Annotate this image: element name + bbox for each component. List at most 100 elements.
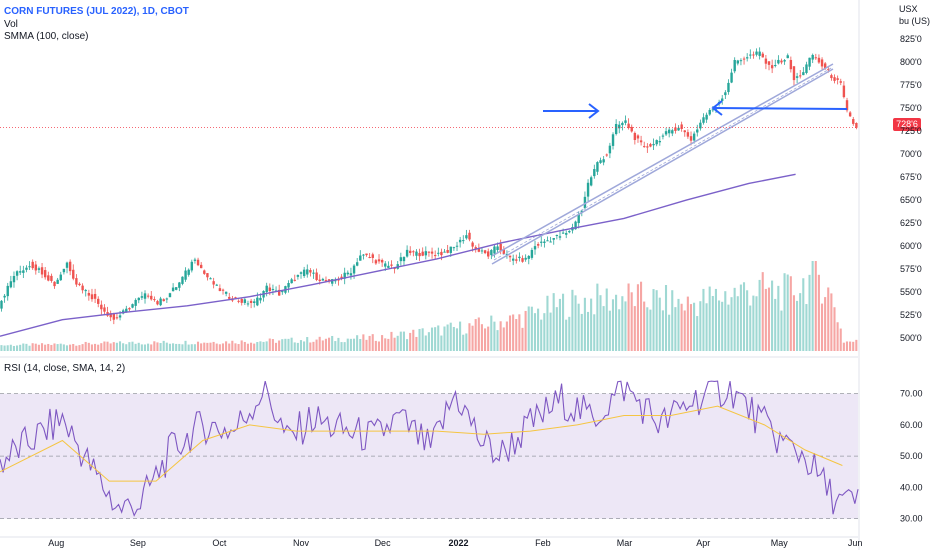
volume-bar bbox=[184, 340, 187, 351]
volume-bar bbox=[427, 332, 430, 351]
volume-bar bbox=[221, 343, 225, 351]
candle-body bbox=[558, 236, 562, 238]
volume-bar bbox=[465, 333, 468, 351]
volume-bar bbox=[225, 341, 228, 351]
volume-bar bbox=[771, 280, 774, 351]
volume-bar bbox=[543, 313, 546, 351]
volume-bar bbox=[50, 344, 53, 351]
candle-body bbox=[764, 58, 768, 64]
volume-bar bbox=[349, 338, 352, 351]
volume-bar bbox=[627, 283, 630, 351]
candle-body bbox=[203, 270, 206, 274]
volume-bar bbox=[271, 339, 274, 351]
candle-body bbox=[318, 279, 321, 282]
candle-body bbox=[633, 132, 637, 141]
volume-bar bbox=[384, 338, 387, 351]
candle-body bbox=[721, 98, 724, 101]
time-tick-label: Nov bbox=[293, 538, 310, 548]
volume-bar bbox=[215, 343, 218, 351]
candle-body bbox=[540, 241, 543, 243]
volume-bar bbox=[693, 302, 696, 351]
candle-body bbox=[37, 268, 41, 270]
candle-body bbox=[125, 308, 128, 313]
volume-bar bbox=[134, 343, 137, 351]
price-tick-label: 600'0 bbox=[900, 241, 922, 251]
volume-bar bbox=[90, 344, 93, 351]
volume-bar bbox=[393, 337, 396, 351]
volume-bar bbox=[334, 341, 337, 351]
time-tick-label: Dec bbox=[375, 538, 392, 548]
volume-bar bbox=[643, 301, 646, 351]
volume-bar bbox=[147, 343, 150, 351]
volume-bar bbox=[19, 344, 22, 351]
price-tick-label: 700'0 bbox=[900, 149, 922, 159]
volume-bar bbox=[480, 324, 483, 351]
unit-label: bu (US) bbox=[899, 16, 931, 26]
candle-body bbox=[75, 278, 78, 285]
volume-bar bbox=[724, 291, 727, 351]
volume-bar bbox=[508, 315, 512, 351]
candle-body bbox=[487, 251, 490, 257]
candle-body bbox=[47, 275, 50, 281]
candle-body bbox=[605, 154, 608, 156]
volume-bar bbox=[808, 274, 811, 351]
candle-body bbox=[84, 290, 87, 292]
volume-bar bbox=[156, 342, 159, 351]
candle-body bbox=[150, 295, 153, 300]
volume-bar bbox=[424, 335, 427, 351]
candle-body bbox=[221, 289, 225, 291]
volume-bar bbox=[774, 298, 777, 351]
volume-bar bbox=[162, 340, 165, 351]
volume-bar bbox=[387, 338, 390, 351]
candle-body bbox=[820, 59, 824, 67]
candle-body bbox=[355, 262, 359, 266]
volume-bar bbox=[746, 290, 749, 351]
candle-body bbox=[758, 51, 761, 56]
candle-body bbox=[240, 299, 243, 303]
candle-body bbox=[752, 54, 755, 56]
candle-body bbox=[608, 145, 612, 154]
time-tick-label: Feb bbox=[535, 538, 551, 548]
volume-bar bbox=[549, 312, 552, 351]
candle-body bbox=[324, 280, 328, 282]
candle-body bbox=[277, 289, 281, 296]
volume-bar bbox=[340, 342, 343, 351]
candle-body bbox=[402, 257, 406, 262]
volume-bar bbox=[190, 344, 193, 351]
volume-bar bbox=[193, 344, 196, 351]
candle-body bbox=[739, 60, 743, 62]
candle-body bbox=[93, 293, 97, 299]
candle-body bbox=[583, 196, 587, 209]
candle-body bbox=[490, 250, 493, 256]
candle-body bbox=[521, 258, 524, 262]
volume-bar bbox=[568, 316, 571, 351]
volume-bar bbox=[65, 345, 69, 351]
candle-body bbox=[823, 63, 827, 69]
price-tick-label: 675'0 bbox=[900, 172, 922, 182]
candle-body bbox=[580, 210, 584, 213]
volume-bar bbox=[786, 274, 789, 351]
candle-body bbox=[384, 263, 387, 267]
volume-bar bbox=[852, 341, 855, 351]
volume-bar bbox=[118, 341, 122, 351]
candle-body bbox=[493, 246, 496, 254]
price-tick-label: 825'0 bbox=[900, 34, 922, 44]
candle-body bbox=[727, 82, 730, 93]
volume-bar bbox=[75, 345, 78, 351]
volume-bar bbox=[165, 342, 168, 351]
candle-body bbox=[246, 303, 250, 305]
volume-bar bbox=[849, 341, 852, 351]
candle-body bbox=[480, 250, 484, 252]
candle-body bbox=[293, 279, 296, 281]
volume-bar bbox=[9, 344, 12, 351]
candle-body bbox=[312, 272, 315, 274]
volume-bar bbox=[493, 321, 496, 351]
candle-body bbox=[81, 285, 84, 291]
volume-bar bbox=[100, 343, 103, 351]
rsi-line bbox=[0, 380, 859, 517]
right-arrow-head bbox=[588, 103, 600, 119]
candle-body bbox=[477, 248, 481, 252]
volume-bar bbox=[284, 338, 287, 351]
volume-bar bbox=[346, 338, 349, 351]
